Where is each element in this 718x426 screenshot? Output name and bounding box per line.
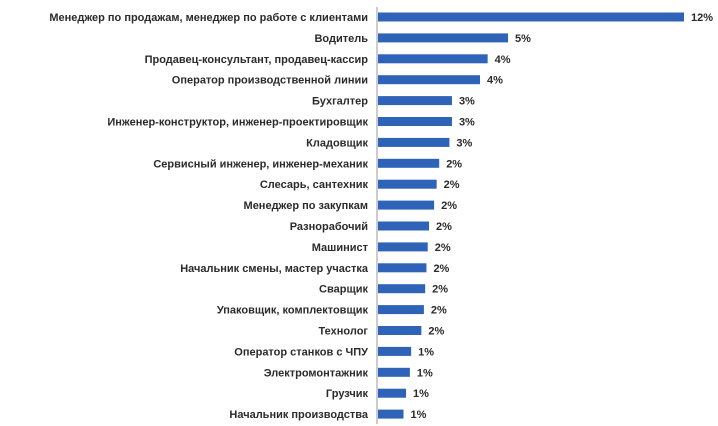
category-label: Оператор станков с ЧПУ [234, 346, 368, 358]
bar [378, 367, 410, 377]
category-label: Упаковщик, комплектовщик [217, 305, 369, 317]
bar [378, 75, 480, 85]
category-label: Разнорабочий [290, 221, 368, 233]
category-label: Грузчик [326, 388, 369, 400]
category-label: Сварщик [319, 284, 368, 296]
data-label: 12% [691, 12, 713, 24]
category-label: Начальник производства [229, 409, 368, 421]
bar [378, 12, 684, 22]
data-label: 1% [413, 388, 429, 400]
category-label: Кладовщик [306, 137, 368, 149]
bar [378, 242, 428, 252]
bar [378, 200, 435, 210]
category-label: Бухгалтер [312, 96, 368, 108]
category-label: Оператор производственной линии [172, 75, 368, 87]
bar [378, 388, 407, 398]
data-label: 3% [459, 96, 475, 108]
bar [378, 179, 437, 189]
bar [378, 158, 440, 168]
category-label: Водитель [314, 33, 368, 45]
data-label: 4% [495, 54, 511, 66]
data-label: 2% [432, 284, 448, 296]
category-label: Машинист [312, 242, 369, 254]
data-label: 1% [411, 409, 427, 421]
category-label: Электромонтажник [264, 367, 369, 379]
data-label: 2% [446, 158, 462, 170]
data-label: 5% [515, 33, 531, 45]
category-label: Слесарь, сантехник [260, 179, 369, 191]
data-label: 2% [441, 200, 457, 212]
category-label: Начальник смены, мастер участка [180, 263, 369, 275]
bar [378, 137, 450, 147]
bar [378, 346, 412, 356]
data-label: 3% [459, 117, 475, 129]
bar [378, 305, 424, 315]
data-label: 1% [417, 367, 433, 379]
data-label: 2% [436, 221, 452, 233]
category-label: Инженер-конструктор, инженер-проектировщ… [107, 117, 368, 129]
bar [378, 54, 488, 64]
category-label: Технолог [319, 326, 369, 338]
data-label: 1% [418, 346, 434, 358]
bar [378, 117, 452, 126]
category-label: Сервисный инженер, инженер-механик [153, 158, 368, 170]
data-label: 4% [487, 75, 503, 87]
category-label: Менеджер по продажам, менеджер по работе… [49, 12, 368, 24]
data-label: 2% [444, 179, 460, 191]
bar [378, 33, 509, 43]
bar [378, 284, 426, 294]
data-label: 2% [433, 263, 449, 275]
bar [378, 409, 404, 419]
bar [378, 326, 422, 335]
data-label: 2% [435, 242, 451, 254]
data-label: 3% [456, 137, 472, 149]
category-label: Продавец-консультант, продавец-кассир [145, 54, 369, 66]
bar [378, 221, 429, 231]
data-label: 2% [431, 305, 447, 317]
bar [378, 96, 452, 106]
data-label: 2% [428, 326, 444, 338]
category-label: Менеджер по закупкам [244, 200, 368, 212]
bar [378, 263, 427, 273]
